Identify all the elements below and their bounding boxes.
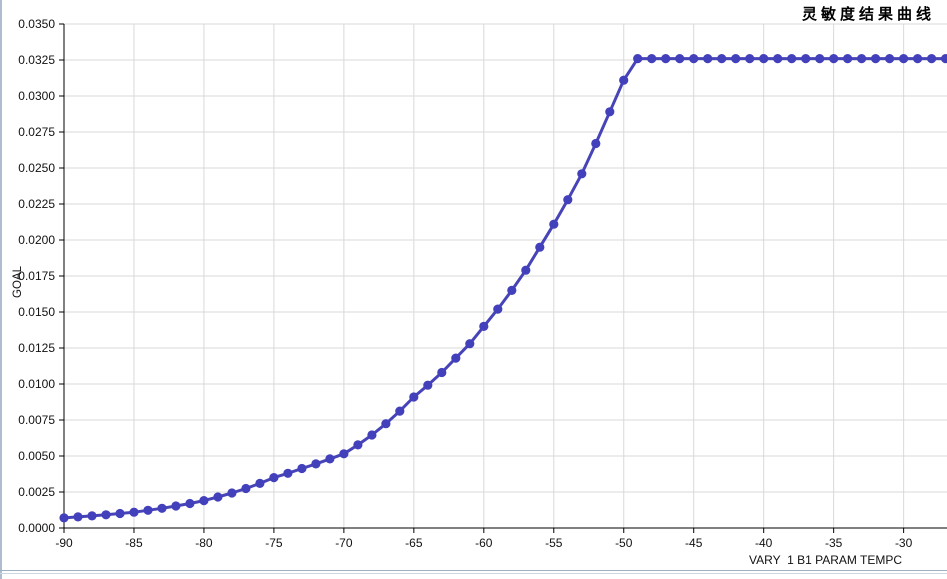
x-tick-label: -75 [265, 536, 283, 550]
x-tick-label: -55 [545, 536, 563, 550]
x-tick-label: -40 [755, 536, 773, 550]
y-tick-label: 0.0225 [18, 197, 55, 211]
tick-labels: -90 -85 -80 -75 -70 -65 -60 -55 -50 -45 -40 -35 -30 0… [18, 17, 912, 550]
y-tick-label: 0.0075 [18, 413, 55, 427]
x-axis-label: VARY 1 B1 PARAM TEMPC [749, 553, 902, 567]
x-tick-label: -35 [825, 536, 843, 550]
gridlines [64, 23, 947, 528]
x-tick-label: -70 [335, 536, 353, 550]
y-tick-label: 0.0125 [18, 341, 55, 355]
window-border-left [0, 0, 2, 579]
x-tick-label: -50 [615, 536, 633, 550]
x-tick-label: -65 [405, 536, 423, 550]
y-tick-label: 0.0000 [18, 521, 55, 535]
x-tick-label: -30 [895, 536, 913, 550]
x-tick-label: -80 [195, 536, 213, 550]
x-tick-label: -85 [125, 536, 143, 550]
y-tick-label: 0.0050 [18, 449, 55, 463]
window-border-bottom [0, 570, 947, 571]
y-tick-label: 0.0200 [18, 233, 55, 247]
y-tick-label: 0.0350 [18, 17, 55, 31]
y-tick-label: 0.0250 [18, 161, 55, 175]
y-tick-label: 0.0100 [18, 377, 55, 391]
y-tick-label: 0.0025 [18, 485, 55, 499]
y-axis-label: GOAL [12, 266, 24, 298]
axes [59, 23, 947, 533]
window-border-bottom-inner [0, 573, 947, 574]
x-tick-label: -90 [55, 536, 73, 550]
y-tick-label: 0.0175 [18, 269, 55, 283]
y-tick-label: 0.0275 [18, 125, 55, 139]
y-tick-label: 0.0150 [18, 305, 55, 319]
chart-title: 灵敏度结果曲线 [801, 6, 935, 23]
x-tick-label: -45 [685, 536, 703, 550]
x-tick-label: -60 [475, 536, 493, 550]
y-tick-label: 0.0300 [18, 89, 55, 103]
y-tick-label: 0.0325 [18, 53, 55, 67]
series-markers [59, 54, 947, 523]
series-line [63, 57, 946, 520]
